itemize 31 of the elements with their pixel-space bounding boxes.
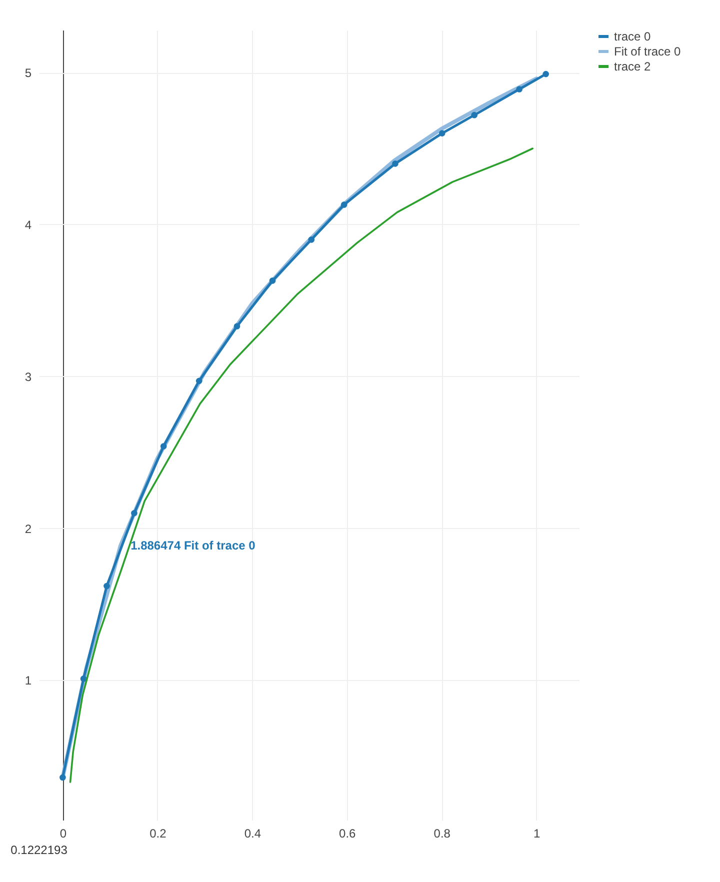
y-tick-label: 1 <box>24 674 32 688</box>
x-tick-label: 0 <box>60 826 67 840</box>
x-tick-label: 0.6 <box>339 826 356 840</box>
y-tick-label: 5 <box>24 66 32 80</box>
legend-label: Fit of trace 0 <box>614 44 682 58</box>
point <box>392 160 398 167</box>
point <box>471 112 478 118</box>
point <box>131 510 138 516</box>
x-tick-label: 1 <box>534 826 541 840</box>
x-tick-label: 0.8 <box>434 826 451 840</box>
point <box>160 443 167 450</box>
text: 0.1222193 <box>10 843 68 857</box>
point <box>438 130 446 136</box>
y-tick-label: 4 <box>24 218 32 232</box>
point <box>234 323 240 330</box>
point <box>269 278 276 284</box>
point <box>60 774 66 781</box>
y-tick-label: 3 <box>24 370 32 384</box>
point <box>196 378 202 384</box>
legend-label: trace 2 <box>614 60 652 74</box>
point <box>308 236 315 243</box>
point <box>104 582 110 590</box>
legend-label: trace 0 <box>614 30 652 44</box>
annotation: 1.886474 Fit of trace 0 <box>130 538 256 553</box>
point <box>516 86 522 92</box>
point <box>340 202 348 208</box>
y-tick-label: 2 <box>24 522 32 536</box>
point <box>80 676 87 682</box>
x-tick-label: 0.4 <box>244 826 262 840</box>
point <box>542 70 550 78</box>
x-tick-label: 0.2 <box>150 826 167 840</box>
